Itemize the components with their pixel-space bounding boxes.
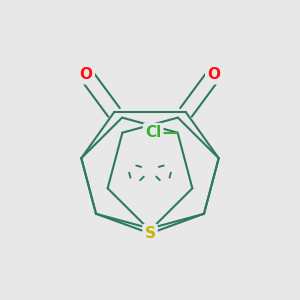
Text: O: O [80, 67, 93, 82]
Text: S: S [145, 226, 155, 241]
Text: Cl: Cl [145, 125, 161, 140]
Text: O: O [207, 67, 220, 82]
